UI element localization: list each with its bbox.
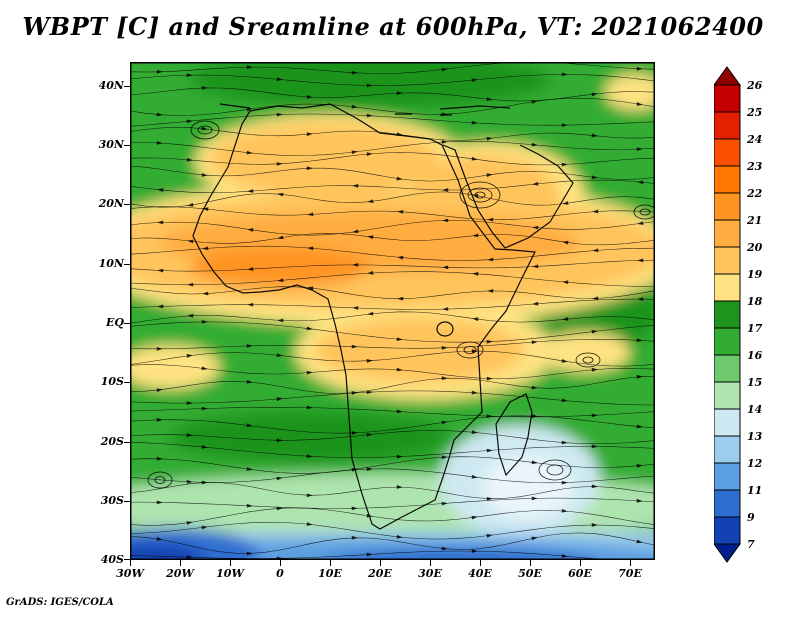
- colorbar-label: 23: [746, 160, 763, 173]
- lon-axis-tick: [480, 560, 481, 566]
- plot-frame: [130, 62, 655, 560]
- colorbar-band: [713, 381, 741, 410]
- lon-axis-label: 0: [276, 567, 284, 580]
- colorbar-band: [713, 246, 741, 275]
- colorbar-label: 25: [746, 106, 762, 119]
- lat-axis-label: 30N: [98, 138, 124, 151]
- lon-axis-tick: [580, 560, 581, 566]
- lat-axis-label: 30S: [100, 494, 124, 507]
- colorbar-label: 7: [747, 538, 755, 551]
- lon-axis-tick: [280, 560, 281, 566]
- lon-axis-label: 70E: [618, 567, 642, 580]
- lon-axis-tick: [180, 560, 181, 566]
- lon-axis-label: 60E: [568, 567, 592, 580]
- lon-axis-label: 40E: [468, 567, 492, 580]
- colorbar-band: [713, 165, 741, 194]
- colorbar-band: [713, 408, 741, 437]
- lon-axis-label: 20W: [166, 567, 194, 580]
- colorbar-label: 22: [746, 187, 763, 200]
- colorbar-label: 21: [746, 214, 762, 227]
- lon-axis-tick: [330, 560, 331, 566]
- colorbar-label: 19: [747, 268, 763, 281]
- colorbar-band: [713, 462, 741, 491]
- lon-axis-tick: [530, 560, 531, 566]
- lat-axis-label: 40S: [100, 553, 124, 566]
- vortex-circulations: [147, 120, 655, 489]
- lon-axis-label: 30W: [116, 567, 144, 580]
- streamlines-layer: [130, 62, 655, 560]
- colorbar: 26 25 24 23 22 21 20 19 18 17 16 15 14 13 12 11 9 7: [713, 66, 800, 580]
- colorbar-label: 16: [747, 349, 763, 362]
- colorbar-band: [713, 435, 741, 464]
- wbpt-fill-layer: [130, 62, 655, 560]
- chart-title: WBPT [C] and Sreamline at 600hPa, VT: 20…: [22, 12, 764, 41]
- colorbar-label: 26: [746, 79, 763, 92]
- colorbar-label: 12: [747, 457, 763, 470]
- colorbar-band: [713, 84, 741, 113]
- lon-axis-label: 50E: [518, 567, 542, 580]
- colorbar-label: 20: [746, 241, 763, 254]
- lon-axis-tick: [130, 560, 131, 566]
- coastline-layer: [192, 103, 574, 530]
- lon-axis-tick: [430, 560, 431, 566]
- colorbar-band: [713, 516, 741, 545]
- colorbar-bottom-arrow-icon: [713, 543, 741, 563]
- colorbar-band: [713, 273, 741, 302]
- colorbar-label: 17: [747, 322, 763, 335]
- lon-axis-tick: [230, 560, 231, 566]
- lat-axis-label: 10N: [98, 257, 124, 270]
- colorbar-band: [713, 138, 741, 167]
- lat-axis-label: 10S: [100, 375, 124, 388]
- colorbar-band: [713, 219, 741, 248]
- map-svg: [130, 62, 655, 560]
- colorbar-band: [713, 300, 741, 329]
- lon-axis-tick: [380, 560, 381, 566]
- lat-axis-label: 20S: [100, 435, 124, 448]
- lat-axis-label: EQ: [106, 316, 124, 329]
- credit-text: GrADS: IGES/COLA: [6, 597, 114, 608]
- lat-axis-label: 20N: [98, 197, 124, 210]
- colorbar-band: [713, 327, 741, 356]
- lon-axis-tick: [630, 560, 631, 566]
- lon-axis-label: 10E: [318, 567, 342, 580]
- colorbar-top-arrow-icon: [713, 66, 741, 86]
- colorbar-band: [713, 354, 741, 383]
- colorbar-label: 9: [747, 511, 755, 524]
- colorbar-label: 13: [747, 430, 763, 443]
- colorbar-label: 11: [747, 484, 762, 497]
- lon-axis-label: 10W: [216, 567, 244, 580]
- colorbar-label: 24: [746, 133, 762, 146]
- colorbar-band: [713, 111, 741, 140]
- colorbar-band: [713, 192, 741, 221]
- map-plot-area: [130, 62, 655, 560]
- lon-axis-label: 30E: [418, 567, 442, 580]
- colorbar-label: 15: [747, 376, 762, 389]
- colorbar-label: 14: [747, 403, 762, 416]
- lon-axis-label: 20E: [368, 567, 392, 580]
- colorbar-label: 18: [747, 295, 763, 308]
- colorbar-band: [713, 489, 741, 518]
- lat-axis-label: 40N: [98, 79, 124, 92]
